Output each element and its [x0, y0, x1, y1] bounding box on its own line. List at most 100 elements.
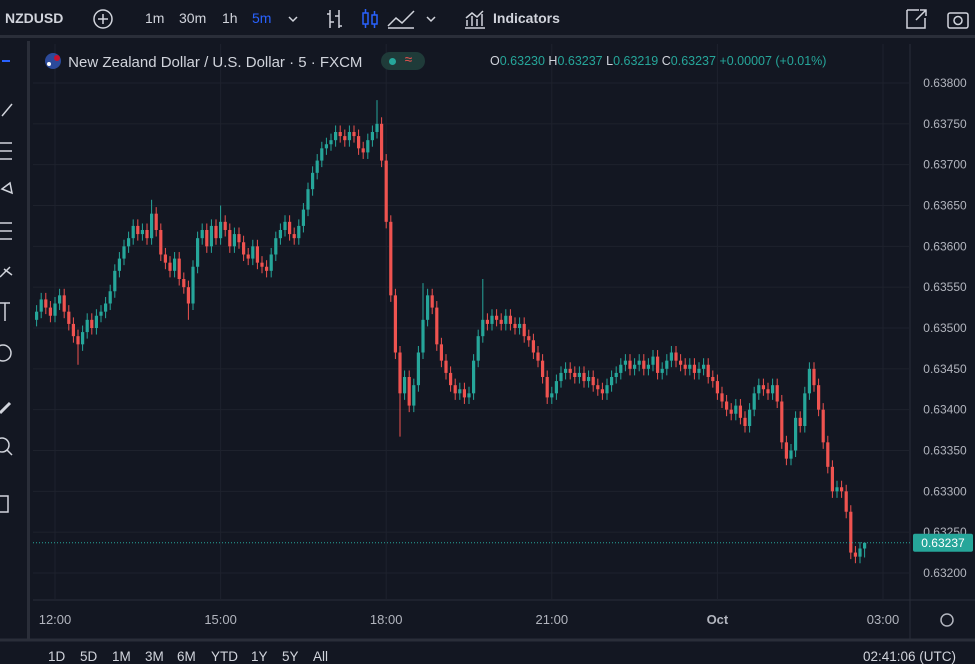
indicators-icon[interactable] [463, 8, 487, 30]
candle-body [449, 372, 453, 386]
ohlc-value: 0.63230 [499, 54, 545, 68]
ohlc-label: O [490, 54, 500, 68]
candle-body [757, 385, 761, 394]
candle-body [214, 225, 218, 239]
candle-body [679, 360, 683, 365]
candle-body [568, 368, 572, 373]
symbol[interactable]: NZDUSD [5, 10, 64, 26]
ohlc-change: +0.00007 (+0.01%) [719, 54, 827, 68]
x-tick-label: Oct [707, 612, 729, 627]
candle-body [251, 246, 255, 259]
top-right-icons[interactable] [904, 6, 972, 32]
candle-body [173, 258, 177, 271]
candle-body [706, 364, 710, 377]
dropdown-icon[interactable] [286, 12, 300, 26]
candle-body [826, 442, 830, 467]
candle-body [453, 385, 457, 394]
candle-body [274, 238, 278, 255]
candle-body [849, 511, 853, 553]
candle-body [591, 377, 595, 386]
candle-body [306, 189, 310, 210]
candle-body [614, 372, 618, 377]
x-tick-label: 21:00 [536, 612, 569, 627]
candle-body [490, 315, 494, 324]
candle-body [67, 311, 71, 324]
candle-body [297, 225, 301, 239]
candle-body [260, 262, 264, 267]
range-button[interactable]: 5Y [282, 649, 299, 664]
candle-body [292, 234, 296, 239]
y-tick-label: 0.63300 [923, 484, 967, 498]
x-tick-label: 03:00 [867, 612, 900, 627]
candle-body [656, 356, 660, 373]
range-button[interactable]: 1Y [251, 649, 268, 664]
candle-body [311, 172, 315, 190]
range-button[interactable]: 1D [48, 649, 66, 664]
range-button[interactable]: 6M [177, 649, 196, 664]
interval[interactable]: 1h [222, 10, 238, 26]
candle-body [39, 299, 43, 312]
chart-title: New Zealand Dollar / U.S. Dollar · 5 · F… [68, 54, 363, 71]
chart-legend: New Zealand Dollar / U.S. Dollar · 5 · F… [44, 51, 425, 71]
indicators[interactable]: Indicators [493, 10, 560, 26]
candle-body [669, 352, 673, 361]
range-button[interactable]: YTD [211, 649, 238, 664]
candle-body [242, 242, 246, 255]
candle-body [347, 132, 351, 141]
candle-body [504, 315, 508, 324]
status-pill[interactable]: ≈ [380, 51, 425, 70]
candle-body [131, 225, 135, 239]
candle-body [343, 136, 347, 141]
candle-body [665, 360, 669, 369]
x-tick-label: 12:00 [39, 612, 72, 627]
candle-body [90, 319, 94, 328]
range-button[interactable]: 3M [145, 649, 164, 664]
chart-style-icons[interactable] [325, 6, 445, 32]
candle-body [628, 360, 632, 369]
interval[interactable]: 30m [179, 10, 207, 26]
candle-body [407, 377, 411, 406]
candle-body [725, 401, 729, 410]
candle-body [531, 340, 535, 353]
candle-body [573, 372, 577, 377]
candle-body [62, 295, 66, 312]
candle-body [324, 144, 328, 149]
x-tick-label: 18:00 [370, 612, 403, 627]
candle-body [278, 230, 282, 239]
candle-body [380, 123, 384, 161]
candle-body [476, 336, 480, 361]
range-button[interactable]: 5D [80, 649, 98, 664]
candle-body [136, 225, 140, 235]
candle-body [140, 230, 144, 235]
add-symbol-icon[interactable] [91, 7, 115, 31]
candle-body [94, 315, 98, 328]
ohlc-legend: O0.63230 H0.63237 L0.63219 C0.63237 +0.0… [490, 54, 826, 68]
range-button[interactable]: 1M [112, 649, 131, 664]
candle-body [858, 548, 862, 557]
candle-body [122, 246, 126, 259]
candle-body [361, 148, 365, 153]
candle-body [403, 377, 407, 394]
candle-body [35, 311, 39, 320]
candle-body [738, 405, 742, 418]
candle-body [48, 307, 52, 316]
candle-body [835, 487, 839, 492]
candle-body [237, 234, 241, 243]
clock: 02:41:06 (UTC) [863, 649, 957, 664]
candle-body [564, 368, 568, 373]
interval-active[interactable]: 5m [252, 10, 272, 26]
candle-body [430, 295, 434, 308]
candle-body [269, 254, 273, 271]
settings-icon[interactable] [940, 613, 954, 627]
ohlc-label: H [548, 54, 558, 68]
candle-body [439, 344, 443, 361]
candle-body [582, 372, 586, 382]
candle-body [467, 393, 471, 398]
candle-body [550, 393, 554, 398]
drawing-tools-icons[interactable] [0, 41, 27, 641]
candle-body [370, 132, 374, 141]
interval[interactable]: 1m [145, 10, 165, 26]
range-button[interactable]: All [313, 649, 329, 664]
price-tag-bg [913, 533, 973, 552]
